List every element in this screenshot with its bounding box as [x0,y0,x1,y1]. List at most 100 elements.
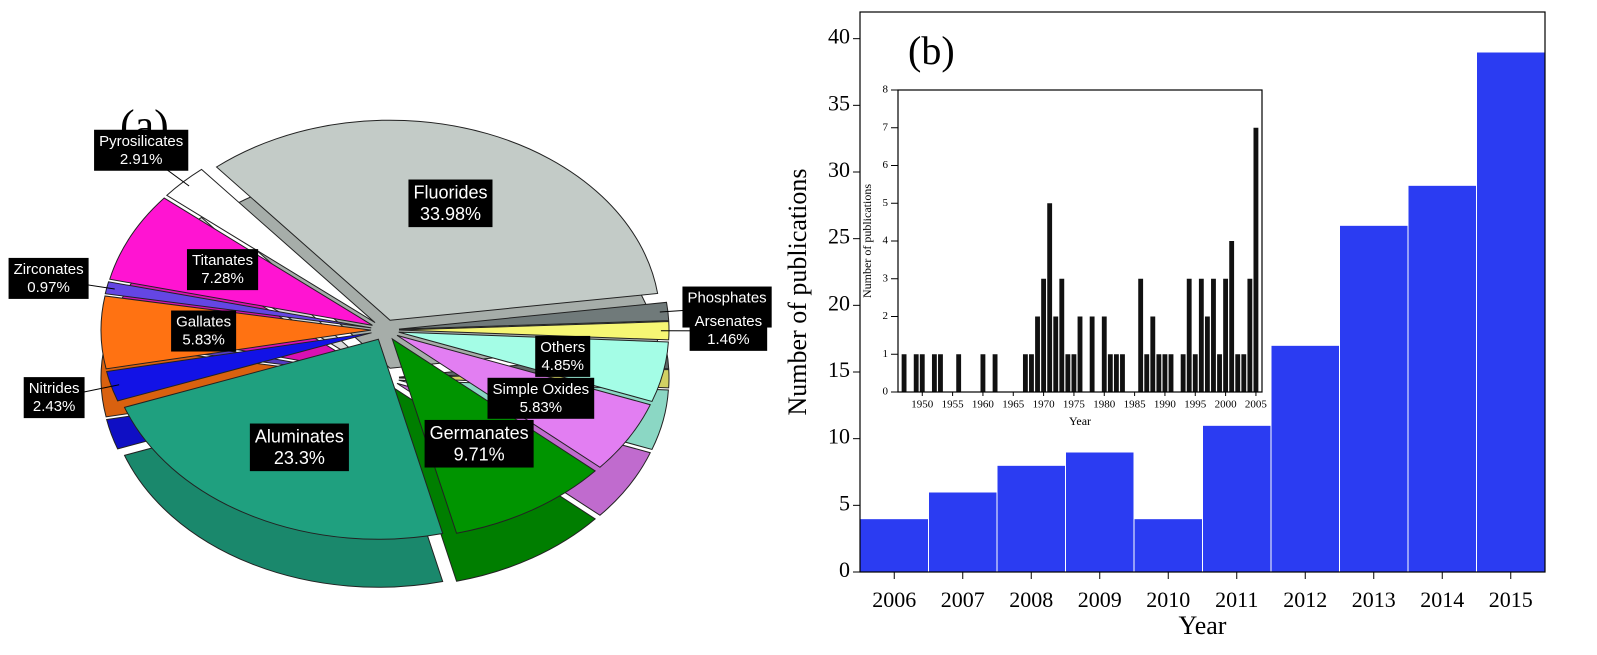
slice-name: Nitrides [29,380,80,397]
bar [1162,354,1168,392]
label-box [8,257,89,299]
label-box [424,419,534,468]
x-tick-label: 2013 [1352,587,1396,612]
bar [1029,354,1034,392]
bar [1270,344,1340,573]
bar [1253,127,1259,392]
y-axis-label: Number of publications [783,169,812,416]
bar [1133,518,1203,573]
y-tick-label: 1 [883,348,889,360]
slice [398,331,669,403]
label-box [487,377,595,419]
bar [1339,224,1409,573]
bar [1156,354,1162,392]
bar [1053,316,1059,392]
x-tick-label: 2011 [1215,587,1258,612]
x-tick-label: 1985 [1124,399,1147,411]
bar [901,354,907,392]
bar [1235,354,1241,392]
bar [1247,278,1253,392]
x-tick-label: 2005 [1245,399,1268,411]
bar [1113,354,1119,392]
x-tick-label: 2012 [1283,587,1327,612]
y-tick-label: 25 [828,224,850,249]
bar [1407,184,1477,573]
bar [1180,354,1186,392]
label-box [689,309,768,351]
x-tick-label: 1955 [942,399,965,411]
bar [1022,354,1028,392]
label-box [186,249,259,291]
bar [1192,354,1198,392]
x-tick-label: 2008 [1009,587,1053,612]
y-tick-label: 5 [839,490,850,515]
slice-value: 5.83% [182,332,225,349]
slice-name: Pyrosilicates [99,133,183,150]
y-tick-label: 5 [883,197,889,209]
slice-name: Simple Oxides [492,381,589,398]
label-box [535,335,591,377]
bar [956,354,962,392]
slice-name: Germanates [430,423,529,443]
bar [1223,278,1229,392]
y-axis-label: Number of publications [860,184,874,298]
label-box [94,129,189,171]
bar [1138,278,1144,392]
bar [931,354,937,392]
x-tick-label: 1980 [1093,399,1116,411]
y-tick-label: 2 [883,310,889,322]
y-tick-label: 40 [828,24,850,49]
x-tick-label: 2014 [1420,587,1464,612]
bar [859,518,929,573]
bar [928,491,998,573]
y-tick-label: 3 [883,272,889,284]
slice-value: 2.91% [120,151,163,168]
bar [1047,203,1053,392]
y-tick-label: 0 [883,386,889,398]
bar [1071,354,1077,392]
plot-frame [859,11,1546,573]
bar [1211,278,1216,392]
bar [1241,354,1247,392]
bar [1202,424,1272,573]
y-tick-label: 20 [828,290,850,315]
slice-name: Titanates [192,252,253,269]
slice-value: 5.83% [520,399,563,416]
y-tick-label: 8 [883,84,889,96]
y-tick-label: 0 [839,557,850,582]
bar [1150,316,1156,392]
bar [1035,316,1040,392]
plot-frame [897,89,1263,393]
slice-value: 0.97% [27,279,70,296]
slice-value: 4.85% [541,357,584,374]
bar [1107,354,1113,392]
bar [1198,278,1204,392]
bar [919,354,925,392]
slice-value: 23.3% [274,448,325,468]
x-tick-label: 1960 [972,399,995,411]
slice-name: Gallates [176,314,231,331]
slice-name: Arsenates [695,313,763,330]
x-tick-label: 2009 [1078,587,1122,612]
panel-label: (b) [908,28,955,73]
bar [1217,354,1222,392]
bar [938,354,943,392]
bar [1065,451,1135,573]
y-tick-label: 10 [828,424,850,449]
y-tick-label: 35 [828,90,850,115]
slice-name: Aluminates [255,427,344,447]
slice-value: 7.28% [201,270,244,287]
bar [1065,354,1071,392]
slice-name: Zirconates [14,261,84,278]
x-tick-label: 1965 [1002,399,1025,411]
x-tick-label: 1950 [911,399,934,411]
